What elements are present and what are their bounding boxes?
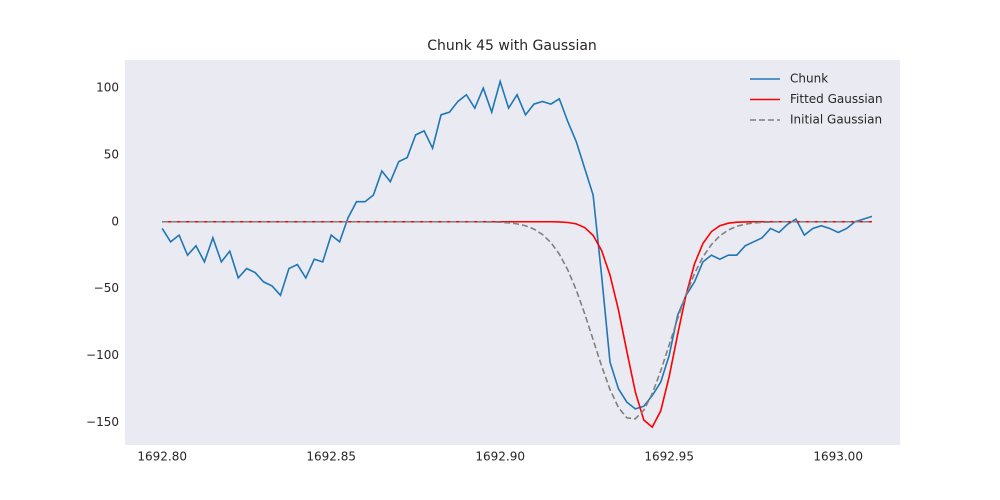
legend-label: Fitted Gaussian bbox=[790, 92, 883, 106]
x-tick-label: 1692.95 bbox=[644, 450, 694, 464]
x-tick-label: 1692.80 bbox=[137, 450, 187, 464]
line-series bbox=[162, 220, 872, 420]
y-tick-label: −100 bbox=[86, 348, 119, 362]
y-tick-label: 50 bbox=[104, 147, 119, 161]
y-tick-label: −150 bbox=[86, 415, 119, 429]
legend-label: Chunk bbox=[790, 72, 828, 86]
y-tick-label: 100 bbox=[96, 81, 119, 95]
chart-title: Chunk 45 with Gaussian bbox=[427, 38, 597, 54]
plot-area bbox=[125, 60, 900, 445]
legend-label: Initial Gaussian bbox=[790, 113, 882, 127]
y-tick-label: 0 bbox=[111, 214, 119, 228]
x-tick-label: 1693.00 bbox=[813, 450, 863, 464]
y-tick-label: −50 bbox=[94, 281, 119, 295]
line-series bbox=[161, 78, 873, 410]
x-tick-label: 1692.90 bbox=[475, 450, 525, 464]
x-tick-label: 1692.85 bbox=[306, 450, 356, 464]
